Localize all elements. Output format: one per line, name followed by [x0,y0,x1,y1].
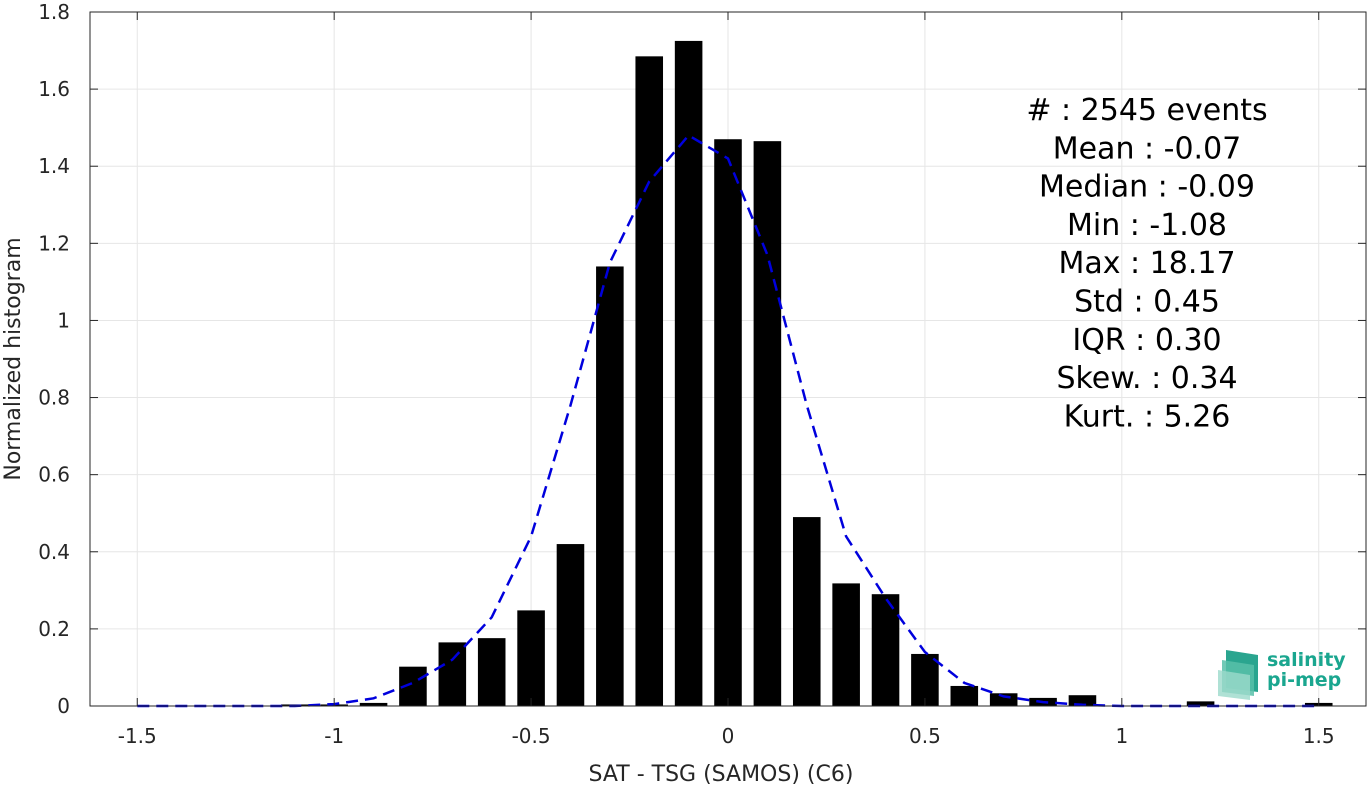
y-tick-label: 0.4 [38,540,70,564]
stat-line: Std : 0.45 [1074,285,1220,320]
x-tick-label: 1.5 [1303,724,1335,748]
histogram-bar [556,544,585,706]
x-tick-label: -0.5 [512,724,551,748]
y-tick-label: 1.4 [38,154,70,178]
y-tick-label: 1.2 [38,231,70,255]
histogram-bar [1186,701,1215,706]
histogram-bars [281,40,1333,707]
histogram-bar [950,685,979,706]
y-tick-label: 1.6 [38,77,70,101]
y-tick-label: 1 [57,308,70,332]
x-axis-label: SAT - TSG (SAMOS) (C6) [589,762,854,785]
stat-line: Median : -0.09 [1039,170,1255,205]
stat-line: Max : 18.17 [1058,246,1235,281]
axis-ticks: -1.5 -1 -0.5 0 0.5 1 1.5 0 0.2 0.4 0.6 0.8 1 1.2 1.4 1.… [38,0,1366,748]
stat-line: Skew. : 0.34 [1056,361,1237,396]
histogram-bar [792,517,821,706]
y-tick-label: 0.6 [38,463,70,487]
x-tick-label: 0 [722,724,735,748]
y-axis-label: Normalized histogram [1,237,26,480]
y-tick-label: 0 [57,694,70,718]
x-tick-label: 1 [1115,724,1128,748]
histogram-bar [714,139,742,706]
salinity-pi-mep-logo: salinity pi-mep [1218,649,1346,700]
stat-line: IQR : 0.30 [1072,323,1221,358]
histogram-bar [871,594,900,706]
histogram-bar [596,266,624,706]
histogram-bar [635,56,664,707]
y-tick-label: 0.2 [38,617,70,641]
histogram-bar [832,583,860,706]
logo-line2: pi-mep [1267,669,1341,691]
histogram-bar [911,653,939,706]
histogram-bar [1068,695,1097,706]
stat-line: Kurt. : 5.26 [1064,399,1231,434]
x-tick-label: -1.5 [118,724,157,748]
x-tick-label: 0.5 [909,724,941,748]
stat-line: Min : -1.08 [1067,208,1227,243]
histogram-bar [359,702,388,706]
stat-line: # : 2545 events [1026,93,1267,128]
histogram-bar [477,638,506,706]
histogram-bar [753,141,782,706]
y-tick-label: 1.8 [38,0,70,24]
histogram-bar [438,642,467,706]
y-tick-label: 0.8 [38,386,70,410]
logo-mark-icon [1218,650,1258,700]
histogram-bar [674,40,703,706]
stat-line: Mean : -0.07 [1053,131,1242,166]
histogram-bar [517,610,545,706]
x-tick-label: -1 [324,724,344,748]
logo-line1: salinity [1267,649,1346,671]
